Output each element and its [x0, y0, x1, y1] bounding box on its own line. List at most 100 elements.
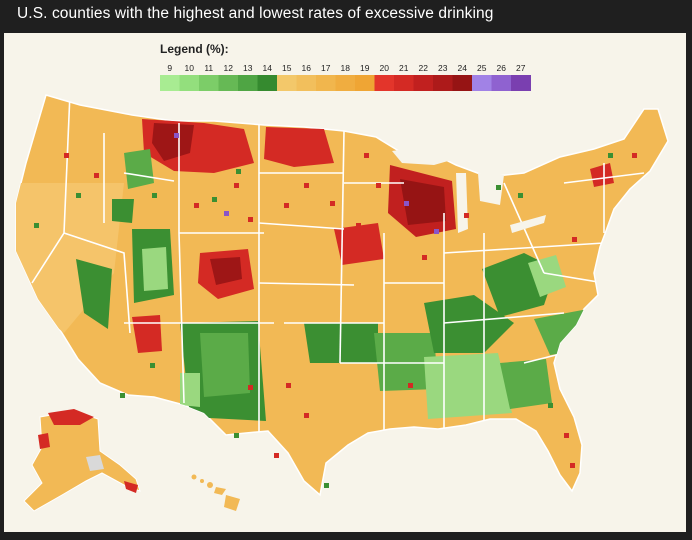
county-speck-28 [564, 433, 569, 438]
bottom-edge [0, 532, 692, 540]
region-southwest-mid [200, 333, 250, 397]
county-speck-31 [408, 383, 413, 388]
legend-tick-15: 15 [282, 63, 292, 73]
county-speck-5 [194, 203, 199, 208]
county-speck-4 [152, 193, 157, 198]
region-west-light [16, 183, 124, 333]
legend-swatch-23 [433, 75, 453, 91]
legend-swatch-15 [277, 75, 297, 91]
county-speck-17 [518, 193, 523, 198]
legend-tick-9: 9 [167, 63, 172, 73]
county-speck-13 [376, 183, 381, 188]
county-speck-6 [234, 183, 239, 188]
county-speck-14 [422, 255, 427, 260]
county-speck-11 [356, 223, 361, 228]
legend-tick-27: 27 [516, 63, 526, 73]
legend-swatch-13 [238, 75, 258, 91]
lake-superior [392, 145, 462, 165]
legend-swatch-14 [257, 75, 278, 91]
legend-swatch-18 [335, 75, 356, 91]
legend-swatch-27 [511, 75, 531, 91]
region-utah-light [142, 247, 168, 291]
legend-swatch-12 [218, 75, 239, 91]
county-speck-36 [404, 201, 409, 206]
legend-tick-23: 23 [438, 63, 448, 73]
region-north-dakota-high [264, 127, 334, 167]
legend-tick-17: 17 [321, 63, 331, 73]
region-northeast-high [590, 163, 614, 187]
county-speck-39 [228, 413, 233, 418]
county-speck-27 [120, 393, 125, 398]
county-speck-15 [464, 213, 469, 218]
county-speck-25 [248, 385, 253, 390]
hawaii [191, 474, 240, 511]
county-speck-0 [64, 153, 69, 158]
county-speck-12 [364, 153, 369, 158]
county-speck-18 [572, 237, 577, 242]
county-speck-35 [174, 133, 179, 138]
lake-michigan [456, 173, 468, 233]
county-specks [34, 133, 637, 488]
region-south-light [424, 353, 512, 419]
title-bar: U.S. counties with the highest and lowes… [0, 0, 692, 32]
county-speck-1 [76, 193, 81, 198]
county-speck-26 [150, 363, 155, 368]
region-west-virginia-light [528, 255, 566, 297]
region-south-low [424, 295, 514, 353]
legend-swatch-16 [296, 75, 317, 91]
county-speck-33 [212, 197, 217, 202]
legend-swatch-26 [491, 75, 512, 91]
county-speck-38 [234, 433, 239, 438]
legend-tick-10: 10 [185, 63, 195, 73]
county-speck-23 [274, 453, 279, 458]
legend-swatch-22 [413, 75, 434, 91]
region-nevada-low [76, 259, 112, 329]
legend-tick-25: 25 [477, 63, 487, 73]
legend-scale: 9 10 11 12 13 14 15 16 17 18 19 20 21 22 23 24 25 26 27 [160, 63, 531, 91]
region-nevada-high [132, 315, 162, 353]
region-arizona-light [180, 373, 200, 407]
county-speck-24 [324, 483, 329, 488]
legend-tick-14: 14 [263, 63, 273, 73]
region-plains-dark [210, 257, 242, 285]
lake-huron [478, 173, 504, 205]
region-iowa-high [334, 223, 384, 265]
alaska [23, 409, 141, 512]
legend-tick-20: 20 [380, 63, 390, 73]
legend-tick-21: 21 [399, 63, 409, 73]
contiguous-us [15, 94, 669, 497]
county-speck-8 [284, 203, 289, 208]
legend-swatch-19 [355, 75, 375, 91]
legend-tick-24: 24 [458, 63, 468, 73]
legend-swatch-9 [160, 75, 180, 91]
region-arkansas-low [374, 333, 438, 391]
legend-swatch-24 [452, 75, 473, 91]
county-speck-22 [304, 413, 309, 418]
legend-tick-11: 11 [204, 63, 213, 73]
legend-swatch-10 [179, 75, 200, 91]
county-speck-9 [304, 183, 309, 188]
county-speck-20 [632, 153, 637, 158]
lake-erie [510, 215, 546, 233]
county-speck-19 [608, 153, 613, 158]
region-wyoming-low [112, 199, 134, 223]
legend-tick-22: 22 [419, 63, 429, 73]
page-title: U.S. counties with the highest and lowes… [17, 5, 494, 22]
legend-swatch-25 [472, 75, 492, 91]
county-speck-10 [330, 201, 335, 206]
map-panel: Legend (%): 9 10 11 12 13 14 15 16 17 18 19 20 21 22 2… [4, 33, 686, 532]
legend-tick-12: 12 [224, 63, 234, 73]
legend-title: Legend (%): [160, 42, 229, 56]
legend-tick-19: 19 [360, 63, 370, 73]
county-speck-30 [548, 403, 553, 408]
region-idaho-low [124, 149, 154, 189]
legend-swatch-20 [374, 75, 395, 91]
county-speck-37 [434, 229, 439, 234]
legend-tick-18: 18 [341, 63, 351, 73]
county-speck-32 [236, 169, 241, 174]
county-speck-16 [496, 185, 501, 190]
county-speck-29 [570, 463, 575, 468]
region-georgia-low [500, 359, 552, 409]
legend-swatch-21 [394, 75, 414, 91]
legend-swatch-17 [316, 75, 336, 91]
